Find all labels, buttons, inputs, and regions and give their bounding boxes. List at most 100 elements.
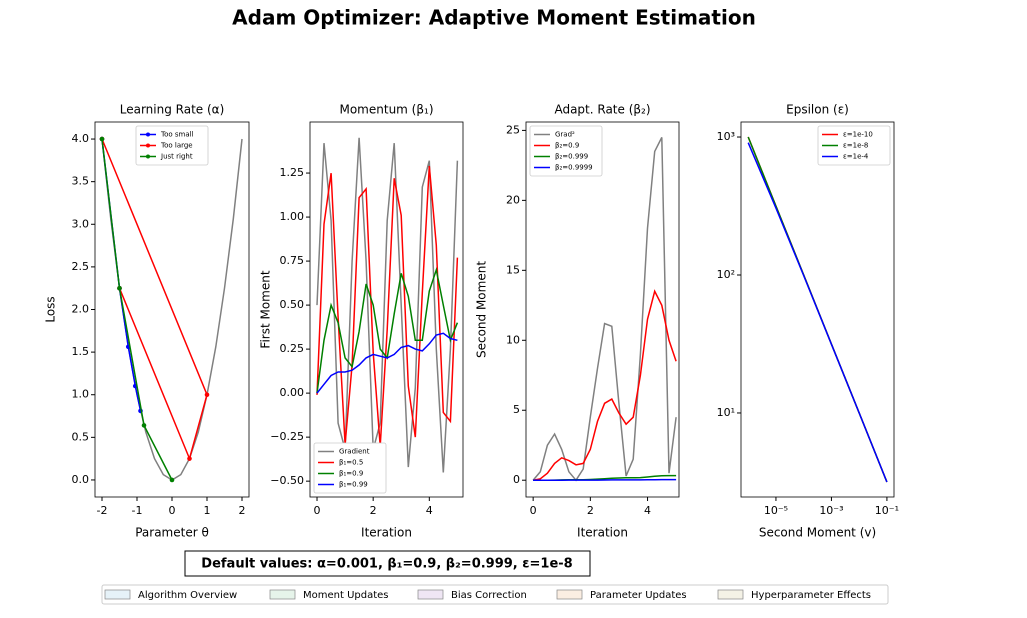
plot-area	[532, 137, 677, 482]
x-tick-label: 2	[587, 504, 594, 517]
legend-label: Too small	[160, 131, 194, 139]
y-tick-label: −0.25	[270, 430, 304, 443]
legend-label: Just right	[160, 153, 193, 161]
legend-marker	[146, 132, 150, 137]
y-tick-label: 10²	[717, 268, 735, 281]
y-axis-label: Second Moment	[475, 261, 489, 358]
plot-area	[316, 137, 459, 473]
y-tick-label: 25	[506, 123, 520, 136]
legend-box	[529, 125, 603, 177]
point	[141, 423, 147, 428]
section-legend	[101, 584, 889, 605]
legend-label: Too large	[160, 142, 193, 150]
legend-label: β₂=0.9	[555, 142, 579, 150]
x-tick-label: -1	[132, 504, 143, 517]
y-tick-label: 10³	[717, 130, 735, 143]
y-tick-label: 0.25	[280, 342, 305, 355]
series-line	[101, 138, 208, 461]
legend-label: Grad²	[555, 131, 575, 139]
y-tick-label: 0	[513, 473, 520, 486]
legend-box	[135, 125, 209, 166]
y-tick-label: 5	[513, 403, 520, 416]
series-line	[101, 138, 173, 481]
section-label: Moment Updates	[303, 590, 389, 601]
legend-label: β₁=0.5	[339, 459, 363, 467]
note: Default values: α=0.001, β₁=0.9, β₂=0.99…	[201, 557, 572, 572]
legend-label: ε=1e-10	[843, 131, 873, 139]
section-swatch	[104, 589, 131, 600]
y-tick-label: 1.5	[72, 345, 90, 358]
series-line	[316, 137, 459, 473]
x-tick-label: 1	[204, 504, 211, 517]
x-tick-label: 2	[239, 504, 246, 517]
point	[117, 285, 122, 291]
section-swatch	[717, 589, 744, 600]
panel-title: Momentum (β₁)	[339, 103, 433, 117]
x-axis-label: Parameter θ	[135, 526, 209, 540]
point	[187, 456, 192, 461]
axes-frame	[740, 121, 895, 498]
legend-box	[817, 125, 891, 166]
series-line	[316, 165, 459, 446]
section-label: Hyperparameter Effects	[751, 590, 871, 601]
series-line	[747, 142, 888, 483]
y-tick-label: 15	[506, 263, 520, 276]
x-tick-label: 0	[530, 504, 537, 517]
series-line	[532, 289, 677, 481]
y-tick-label: 3.0	[72, 217, 90, 230]
x-axis-label: Iteration	[577, 526, 628, 540]
panel-title: Adapt. Rate (β₂)	[554, 103, 650, 117]
section-swatch	[269, 589, 296, 600]
y-tick-label: 1.00	[280, 210, 305, 223]
y-tick-label: 2.0	[72, 303, 90, 316]
series-line	[316, 332, 458, 394]
legend-label: ε=1e-4	[843, 153, 869, 161]
legend-label: Gradient	[339, 448, 370, 456]
y-tick-label: 10¹	[717, 406, 735, 419]
x-tick-label: 4	[426, 504, 433, 517]
y-tick-label: 0.50	[280, 298, 305, 311]
x-tick-label: 4	[644, 504, 651, 517]
y-tick-label: 20	[506, 193, 520, 206]
x-axis-label: Second Moment (v)	[759, 526, 876, 540]
section-label: Parameter Updates	[590, 590, 687, 601]
x-tick-label: 2	[370, 504, 377, 517]
legend-label: β₂=0.9999	[555, 164, 593, 172]
x-tick-label: -2	[97, 504, 108, 517]
legend-label: β₁=0.9	[339, 470, 363, 478]
legend-marker	[146, 143, 150, 148]
y-tick-label: 0.0	[72, 473, 90, 486]
y-tick-label: 4.0	[72, 132, 90, 145]
panel-title: Learning Rate (α)	[120, 103, 225, 117]
point	[169, 477, 175, 483]
section-label: Bias Correction	[451, 590, 527, 601]
x-tick-label: 10⁻¹	[875, 504, 899, 517]
figure-title: Adam Optimizer: Adaptive Moment Estimati…	[232, 6, 756, 30]
x-tick-label: 0	[314, 504, 321, 517]
legend-label: β₂=0.999	[555, 153, 588, 161]
y-tick-label: −0.50	[270, 474, 304, 487]
x-axis-label: Iteration	[361, 526, 412, 540]
axes-frame	[309, 121, 464, 498]
y-tick-label: 10	[506, 333, 520, 346]
legend-label: ε=1e-8	[843, 142, 868, 150]
y-tick-label: 2.5	[72, 260, 90, 273]
plot-area	[747, 136, 888, 483]
axes-frame	[94, 121, 250, 498]
plot-area	[99, 136, 243, 483]
y-axis-label: Loss	[44, 296, 58, 322]
axes-frame	[525, 121, 680, 498]
section-swatch	[556, 589, 583, 600]
legend-box	[313, 442, 387, 494]
y-tick-label: 3.5	[72, 175, 90, 188]
panel-title: Epsilon (ε)	[786, 103, 849, 117]
y-tick-label: 0.75	[280, 254, 305, 267]
section-label: Algorithm Overview	[138, 590, 237, 601]
y-tick-label: 1.25	[280, 166, 305, 179]
point	[204, 392, 210, 398]
y-tick-label: 0.00	[280, 386, 305, 399]
x-tick-label: 10⁻⁵	[764, 504, 788, 517]
note-box	[184, 550, 591, 577]
